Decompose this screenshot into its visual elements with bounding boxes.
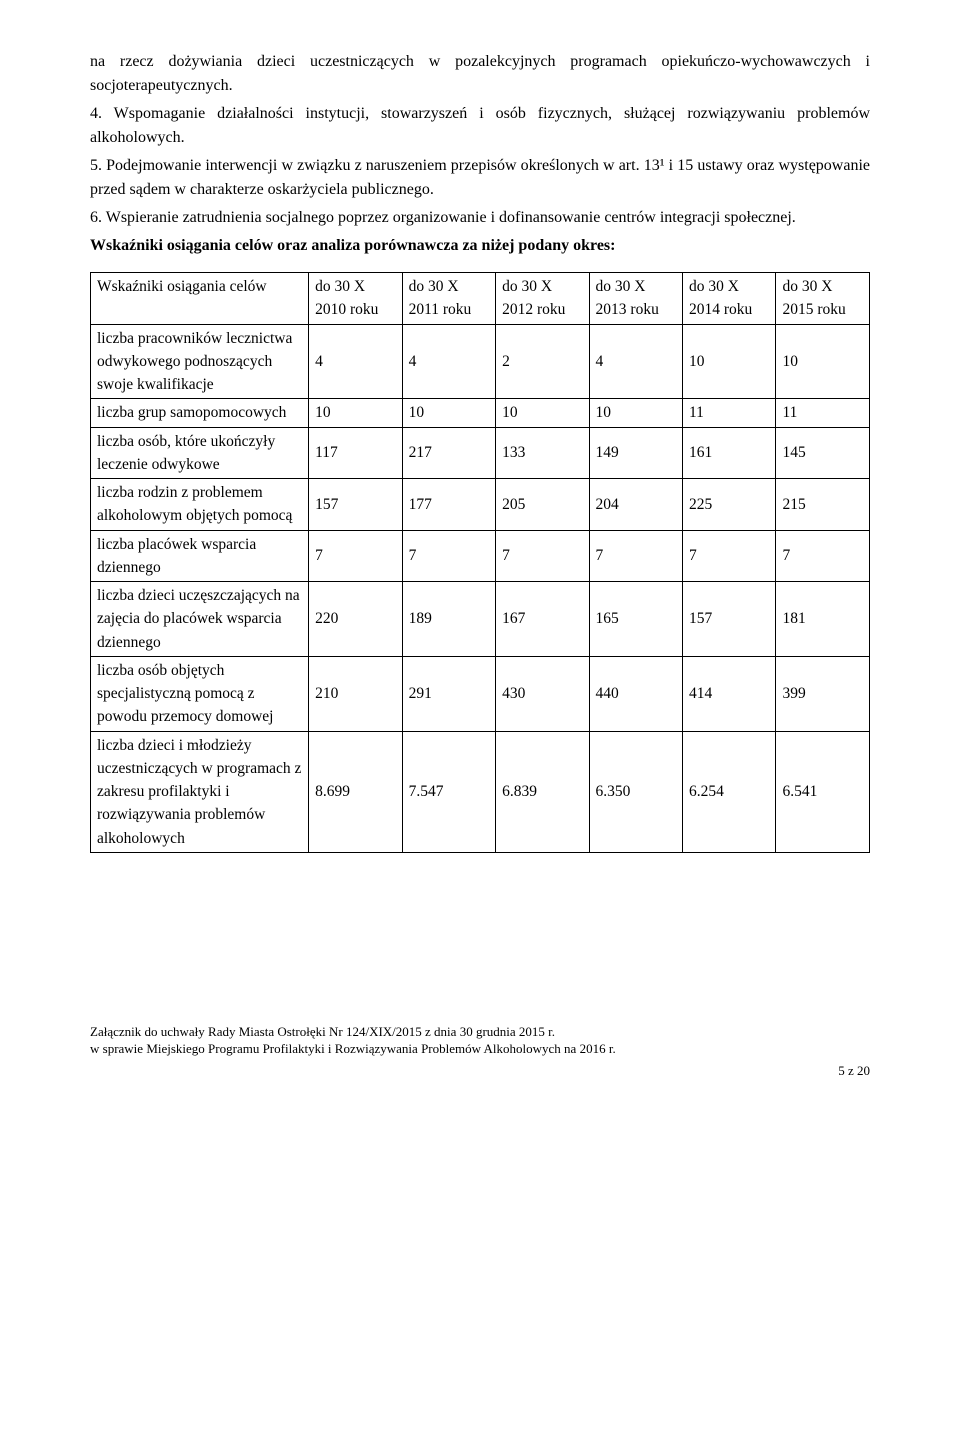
cell: 440: [589, 656, 682, 731]
cell: 189: [402, 582, 495, 657]
cell: 10: [683, 324, 776, 399]
paragraph-4: 6. Wspieranie zatrudnienia socjalnego po…: [90, 206, 870, 230]
row-label: liczba pracowników lecznictwa odwykowego…: [91, 324, 309, 399]
cell: 4: [402, 324, 495, 399]
paragraph-3: 5. Podejmowanie interwencji w związku z …: [90, 154, 870, 202]
cell: 225: [683, 479, 776, 531]
row-label: liczba osób, które ukończyły leczenie od…: [91, 427, 309, 479]
header-col-2014: do 30 X 2014 roku: [683, 273, 776, 325]
footer-line-2: w sprawie Miejskiego Programu Profilakty…: [90, 1040, 870, 1058]
cell: 6.350: [589, 731, 682, 852]
header-col-2011: do 30 X 2011 roku: [402, 273, 495, 325]
cell: 149: [589, 427, 682, 479]
cell: 7: [683, 530, 776, 582]
row-label: liczba rodzin z problemem alkoholowym ob…: [91, 479, 309, 531]
cell: 414: [683, 656, 776, 731]
row-label: liczba dzieci i młodzieży uczestniczącyc…: [91, 731, 309, 852]
cell: 10: [309, 399, 402, 427]
cell: 167: [496, 582, 589, 657]
cell: 8.699: [309, 731, 402, 852]
cell: 11: [683, 399, 776, 427]
footer: Załącznik do uchwały Rady Miasta Ostrołę…: [90, 1023, 870, 1080]
row-label: liczba osób objętych specjalistyczną pom…: [91, 656, 309, 731]
cell: 11: [776, 399, 870, 427]
cell: 157: [683, 582, 776, 657]
cell: 10: [496, 399, 589, 427]
cell: 6.541: [776, 731, 870, 852]
cell: 7.547: [402, 731, 495, 852]
cell: 6.839: [496, 731, 589, 852]
cell: 133: [496, 427, 589, 479]
cell: 210: [309, 656, 402, 731]
header-col-2013: do 30 X 2013 roku: [589, 273, 682, 325]
cell: 7: [309, 530, 402, 582]
table-row: liczba grup samopomocowych 10 10 10 10 1…: [91, 399, 870, 427]
table-row: liczba pracowników lecznictwa odwykowego…: [91, 324, 870, 399]
header-col-2010: do 30 X 2010 roku: [309, 273, 402, 325]
cell: 177: [402, 479, 495, 531]
table-row: liczba rodzin z problemem alkoholowym ob…: [91, 479, 870, 531]
paragraph-1: na rzecz dożywiania dzieci uczestniczący…: [90, 50, 870, 98]
cell: 10: [589, 399, 682, 427]
table-row: liczba dzieci uczęszczających na zajęcia…: [91, 582, 870, 657]
cell: 2: [496, 324, 589, 399]
cell: 7: [402, 530, 495, 582]
table-row: liczba placówek wsparcia dziennego 7 7 7…: [91, 530, 870, 582]
cell: 291: [402, 656, 495, 731]
page-number: 5 z 20: [90, 1062, 870, 1080]
cell: 4: [589, 324, 682, 399]
cell: 165: [589, 582, 682, 657]
header-label: Wskaźniki osiągania celów: [91, 273, 309, 325]
header-col-2012: do 30 X 2012 roku: [496, 273, 589, 325]
cell: 145: [776, 427, 870, 479]
cell: 161: [683, 427, 776, 479]
cell: 157: [309, 479, 402, 531]
cell: 181: [776, 582, 870, 657]
cell: 6.254: [683, 731, 776, 852]
row-label: liczba dzieci uczęszczających na zajęcia…: [91, 582, 309, 657]
cell: 7: [496, 530, 589, 582]
footer-line-1: Załącznik do uchwały Rady Miasta Ostrołę…: [90, 1023, 870, 1041]
cell: 217: [402, 427, 495, 479]
cell: 430: [496, 656, 589, 731]
row-label: liczba grup samopomocowych: [91, 399, 309, 427]
table-row: liczba osób objętych specjalistyczną pom…: [91, 656, 870, 731]
cell: 204: [589, 479, 682, 531]
row-label: liczba placówek wsparcia dziennego: [91, 530, 309, 582]
paragraph-2: 4. Wspomaganie działalności instytucji, …: [90, 102, 870, 150]
header-col-2015: do 30 X 2015 roku: [776, 273, 870, 325]
cell: 10: [776, 324, 870, 399]
indicators-table: Wskaźniki osiągania celów do 30 X 2010 r…: [90, 272, 870, 853]
table-row: liczba osób, które ukończyły leczenie od…: [91, 427, 870, 479]
cell: 7: [776, 530, 870, 582]
cell: 117: [309, 427, 402, 479]
cell: 220: [309, 582, 402, 657]
section-heading: Wskaźniki osiągania celów oraz analiza p…: [90, 234, 870, 258]
cell: 4: [309, 324, 402, 399]
cell: 399: [776, 656, 870, 731]
cell: 205: [496, 479, 589, 531]
cell: 10: [402, 399, 495, 427]
cell: 7: [589, 530, 682, 582]
cell: 215: [776, 479, 870, 531]
table-row: liczba dzieci i młodzieży uczestniczącyc…: [91, 731, 870, 852]
